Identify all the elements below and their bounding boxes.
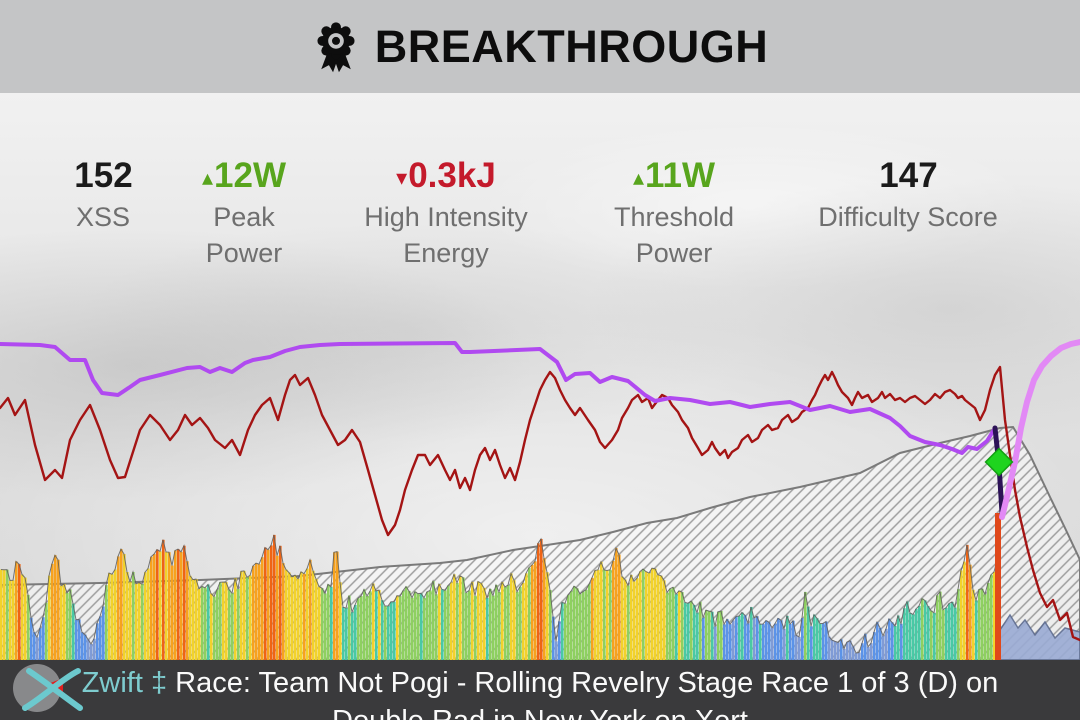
activity-source: Zwift ‡: [81, 667, 168, 699]
activity-title-line1: Zwift ‡ Race: Team Not Pogi - Rolling Re…: [0, 664, 1080, 702]
activity-title-bar[interactable]: Zwift ‡ Race: Team Not Pogi - Rolling Re…: [0, 660, 1080, 720]
activity-title-text: Race: Team Not Pogi - Rolling Revelry St…: [167, 667, 999, 699]
breakthrough-banner: BREAKTHROUGH: [0, 0, 1080, 93]
activity-chart-area[interactable]: [0, 93, 1080, 660]
activity-chart[interactable]: [0, 93, 1080, 660]
xert-x-icon[interactable]: [18, 667, 90, 713]
banner-title: BREAKTHROUGH: [374, 20, 769, 72]
medal-icon: [317, 21, 355, 72]
activity-title-line2: Double Rad in New York on Xert: [0, 702, 1080, 720]
